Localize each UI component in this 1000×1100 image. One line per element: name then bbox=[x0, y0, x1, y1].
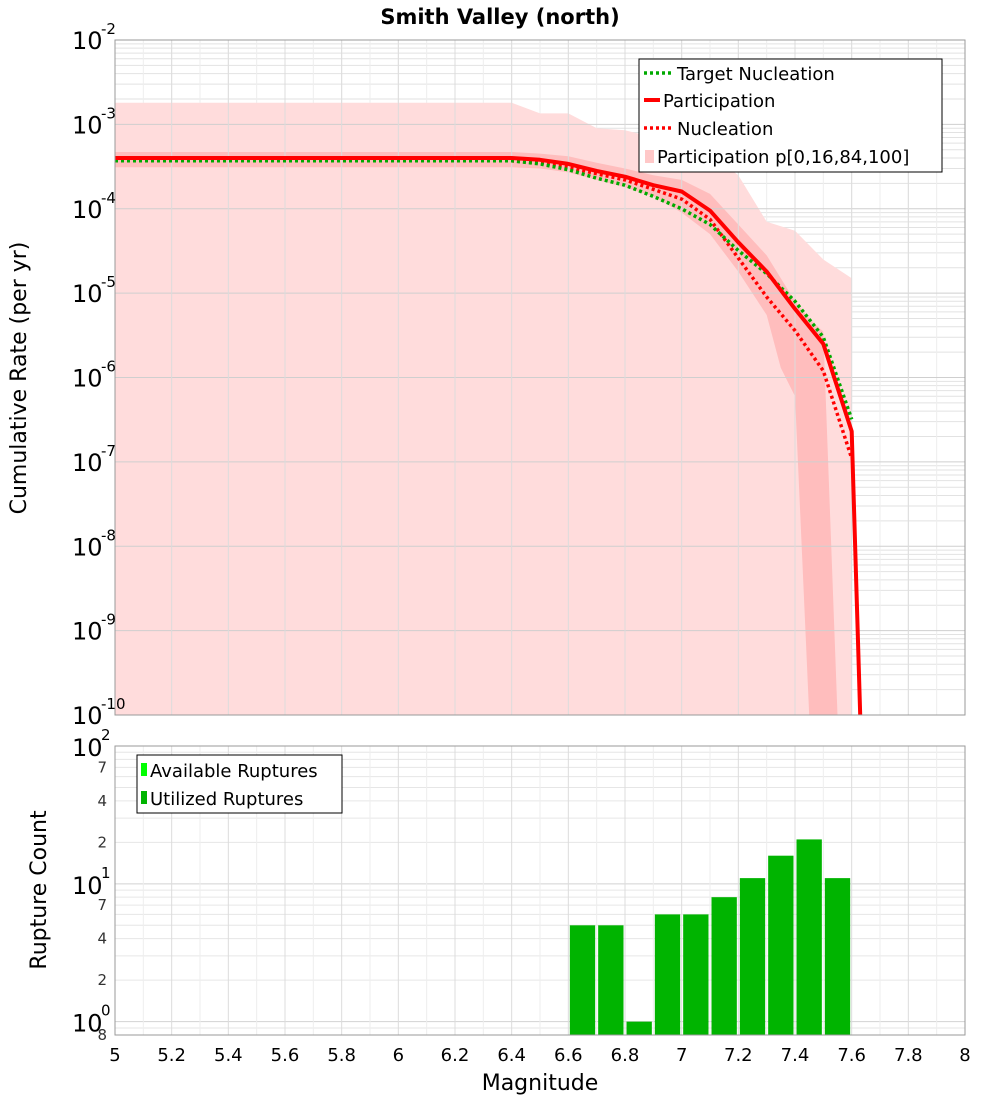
magnitude-x-tick-label: 6.6 bbox=[554, 1045, 583, 1066]
rate-uncertainty-bands bbox=[115, 102, 852, 715]
magnitude-x-tick-label: 6.4 bbox=[497, 1045, 526, 1066]
magnitude-x-tick-label: 6.2 bbox=[441, 1045, 470, 1066]
legend-label-participation: Participation bbox=[663, 91, 775, 112]
count-y-tick-label: 2 bbox=[97, 833, 107, 851]
count-y-tick-label: 2 bbox=[97, 971, 107, 989]
legend-swatch-utilized-ruptures bbox=[141, 791, 147, 804]
rate-y-ticks: 10-210-310-410-510-610-710-810-910-10 bbox=[72, 20, 126, 730]
rate-series-line-participation bbox=[115, 156, 863, 715]
rate-y-tick-label: 10 bbox=[72, 111, 103, 139]
legend-item-utilized-ruptures: Utilized Ruptures bbox=[141, 789, 303, 810]
rate-chart-panel: 10-210-310-410-510-610-710-810-910-10 Cu… bbox=[7, 20, 966, 730]
rate-y-tick-label: 10 bbox=[72, 27, 103, 55]
legend-item-target-nucleation: Target Nucleation bbox=[644, 64, 835, 85]
rupture-count-bar bbox=[739, 878, 766, 1035]
magnitude-x-tick-label: 6.8 bbox=[611, 1045, 640, 1066]
magnitude-x-tick-label: 7.8 bbox=[894, 1045, 923, 1066]
legend-label-target-nucleation: Target Nucleation bbox=[676, 64, 835, 85]
rate-y-tick-exponent: -10 bbox=[101, 695, 126, 713]
count-bars bbox=[569, 839, 851, 1035]
legend-item-available-ruptures: Available Ruptures bbox=[141, 761, 318, 782]
count-y-tick-label: 4 bbox=[97, 792, 107, 810]
count-y-major-tick-exponent: 1 bbox=[101, 864, 111, 882]
rate-y-tick-exponent: -8 bbox=[101, 526, 116, 544]
rupture-count-bar bbox=[626, 1021, 652, 1035]
rupture-count-bar bbox=[569, 925, 596, 1035]
magnitude-x-axis-label: Magnitude bbox=[482, 1071, 599, 1096]
rate-y-tick-label: 10 bbox=[72, 280, 103, 308]
rate-series-lines bbox=[115, 156, 863, 715]
magnitude-x-tick-label: 8 bbox=[959, 1045, 970, 1066]
count-y-major-tick-label: 10 bbox=[72, 1010, 103, 1038]
legend-swatch-participation-band bbox=[645, 150, 654, 163]
magnitude-x-tick-label: 5.2 bbox=[157, 1045, 186, 1066]
rate-y-tick-label: 10 bbox=[72, 365, 103, 393]
count-y-major-tick-exponent: 0 bbox=[101, 1002, 111, 1020]
legend-item-participation: Participation bbox=[644, 91, 775, 112]
magnitude-x-tick-label: 7.6 bbox=[837, 1045, 866, 1066]
legend-item-nucleation: Nucleation bbox=[644, 119, 773, 140]
magnitude-x-tick-label: 5.8 bbox=[327, 1045, 356, 1066]
legend-label-nucleation: Nucleation bbox=[677, 119, 773, 140]
count-y-major-tick-exponent: 2 bbox=[101, 726, 111, 744]
rupture-count-bar bbox=[768, 855, 794, 1035]
magnitude-x-tick-label: 7.4 bbox=[781, 1045, 810, 1066]
rate-y-tick-label: 10 bbox=[72, 618, 103, 646]
rate-y-tick-exponent: -2 bbox=[101, 20, 116, 38]
rate-y-tick-exponent: -4 bbox=[101, 189, 116, 207]
rate-series-line-target-nucleation bbox=[115, 159, 854, 420]
legend-swatch-available-ruptures bbox=[141, 763, 147, 776]
count-y-major-tick-label: 10 bbox=[72, 872, 103, 900]
rate-legend-box bbox=[638, 58, 943, 173]
chart-title: Smith Valley (north) bbox=[380, 5, 619, 29]
magnitude-x-tick-label: 5 bbox=[109, 1045, 120, 1066]
legend-label-utilized-ruptures: Utilized Ruptures bbox=[150, 789, 303, 810]
rupture-count-bar bbox=[711, 897, 737, 1035]
magnitude-x-tick-label: 7.2 bbox=[724, 1045, 753, 1066]
rate-plot-frame bbox=[114, 39, 966, 716]
magnitude-x-tick-label: 5.6 bbox=[271, 1045, 300, 1066]
rate-legend: Target Nucleation Participation Nucleati… bbox=[638, 58, 943, 173]
count-y-major-tick-label: 10 bbox=[72, 734, 103, 762]
count-y-tick-label: 8 bbox=[97, 1026, 107, 1044]
rate-y-tick-exponent: -7 bbox=[101, 442, 116, 460]
rupture-count-bar bbox=[796, 839, 822, 1035]
legend-item-participation-band: Participation p[0,16,84,100] bbox=[645, 147, 909, 168]
count-y-tick-label: 4 bbox=[97, 930, 107, 948]
count-plot-frame bbox=[114, 745, 966, 1036]
rate-y-tick-exponent: -6 bbox=[101, 358, 116, 376]
count-y-axis-label: Rupture Count bbox=[27, 810, 52, 970]
magnitude-x-ticks: 5 5.2 5.4 5.6 5.8 6 6.2 6.4 6.6 6.8 7 7.2 7.4 7.6 7.8 8 bbox=[109, 1045, 970, 1066]
rate-y-tick-exponent: -9 bbox=[101, 611, 116, 629]
rate-band-p0-p100 bbox=[115, 102, 852, 715]
legend-label-participation-band: Participation p[0,16,84,100] bbox=[657, 147, 909, 168]
rate-y-axis-label: Cumulative Rate (per yr) bbox=[7, 242, 32, 515]
rupture-count-bar bbox=[683, 914, 709, 1035]
legend-label-available-ruptures: Available Ruptures bbox=[150, 761, 318, 782]
count-legend-box bbox=[136, 754, 343, 814]
rate-y-tick-label: 10 bbox=[72, 196, 103, 224]
rupture-count-bar bbox=[824, 878, 851, 1035]
magnitude-x-tick-label: 6 bbox=[393, 1045, 404, 1066]
rate-y-tick-label: 10 bbox=[72, 533, 103, 561]
magnitude-x-tick-label: 5.4 bbox=[214, 1045, 243, 1066]
rate-y-tick-exponent: -5 bbox=[101, 273, 116, 291]
count-legend: Available Ruptures Utilized Ruptures bbox=[136, 754, 343, 814]
count-y-tick-label: 7 bbox=[97, 758, 107, 776]
rupture-count-bar bbox=[598, 925, 624, 1035]
rupture-count-bar bbox=[654, 914, 681, 1035]
rate-y-tick-label: 10 bbox=[72, 702, 103, 730]
rate-y-tick-exponent: -3 bbox=[101, 104, 116, 122]
rate-y-tick-label: 10 bbox=[72, 449, 103, 477]
count-y-tick-label: 7 bbox=[97, 896, 107, 914]
magnitude-x-tick-label: 7 bbox=[676, 1045, 687, 1066]
